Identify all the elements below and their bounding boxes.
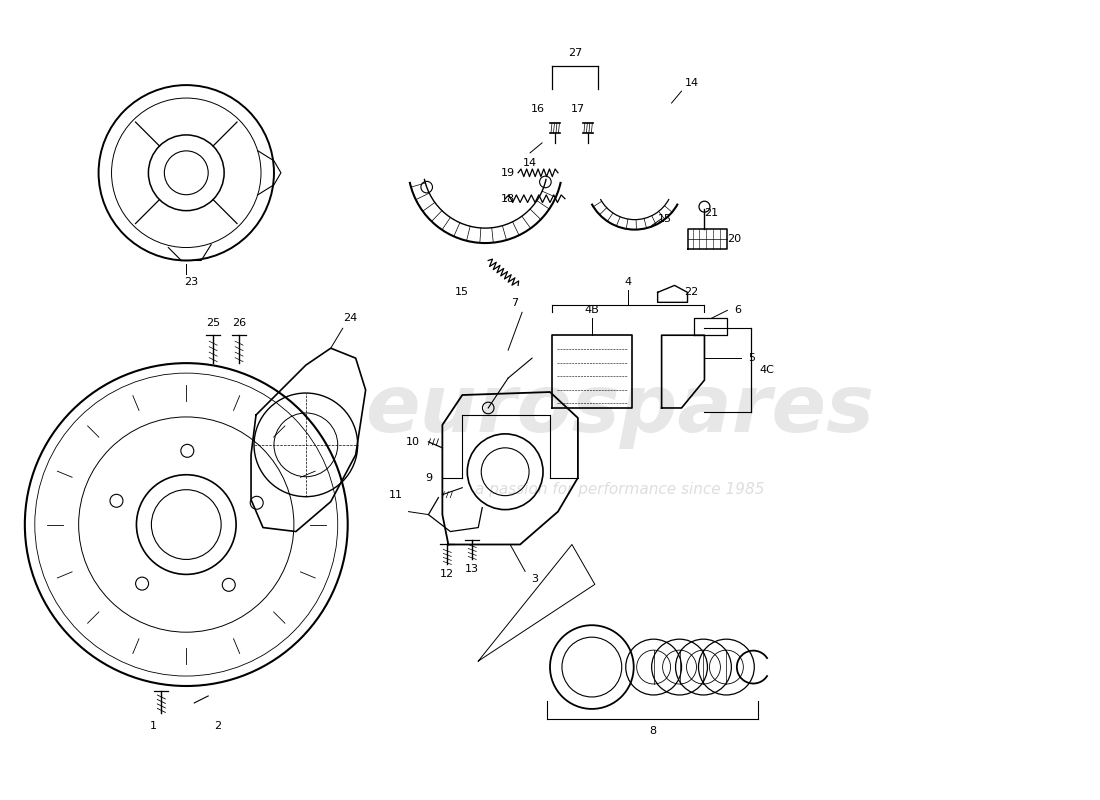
Text: eurospares: eurospares bbox=[365, 371, 874, 449]
Text: 16: 16 bbox=[531, 104, 544, 114]
Text: 17: 17 bbox=[571, 104, 585, 114]
Text: a passion for performance since 1985: a passion for performance since 1985 bbox=[475, 482, 764, 497]
Text: 9: 9 bbox=[425, 473, 432, 482]
Text: 2: 2 bbox=[214, 721, 222, 731]
Text: 21: 21 bbox=[704, 208, 718, 218]
Text: 13: 13 bbox=[465, 565, 480, 574]
Text: 8: 8 bbox=[649, 726, 657, 736]
Text: 10: 10 bbox=[406, 437, 419, 447]
Text: 25: 25 bbox=[206, 318, 220, 328]
Text: 20: 20 bbox=[727, 234, 741, 243]
Text: 15: 15 bbox=[658, 214, 672, 224]
Text: 18: 18 bbox=[502, 194, 515, 204]
Text: 23: 23 bbox=[184, 278, 198, 287]
Text: 4B: 4B bbox=[584, 306, 600, 315]
Text: 4C: 4C bbox=[760, 365, 774, 375]
Text: 6: 6 bbox=[734, 306, 740, 315]
Text: 14: 14 bbox=[522, 158, 537, 168]
Text: 22: 22 bbox=[684, 287, 699, 298]
Text: 26: 26 bbox=[232, 318, 246, 328]
Text: 15: 15 bbox=[455, 287, 470, 298]
Text: 3: 3 bbox=[531, 574, 539, 584]
Text: 11: 11 bbox=[388, 490, 403, 500]
Text: 24: 24 bbox=[343, 314, 358, 323]
Text: 5: 5 bbox=[748, 353, 755, 363]
Text: 1: 1 bbox=[150, 721, 157, 731]
Text: 4: 4 bbox=[624, 278, 631, 287]
Text: 19: 19 bbox=[502, 168, 515, 178]
Text: 7: 7 bbox=[512, 298, 519, 308]
Text: 12: 12 bbox=[440, 570, 454, 579]
Text: 14: 14 bbox=[684, 78, 699, 88]
Text: 27: 27 bbox=[568, 48, 582, 58]
